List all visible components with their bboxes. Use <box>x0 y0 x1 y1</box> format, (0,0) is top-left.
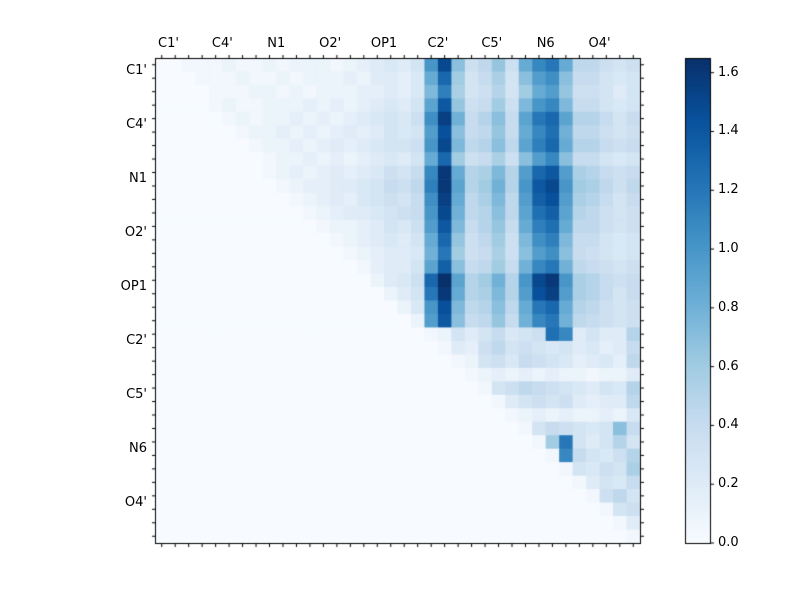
colorbar-tick-label: 0.6 <box>718 358 739 374</box>
x-tick-label: O4' <box>588 36 611 51</box>
x-tick-label: C1' <box>158 36 179 51</box>
y-tick-label: C2' <box>126 332 147 348</box>
x-tick-label: N1 <box>267 36 286 51</box>
y-tick-label: O2' <box>124 225 147 241</box>
colorbar-tick-label: 1.4 <box>718 123 739 139</box>
x-tick-label: OP1 <box>370 36 398 51</box>
colorbar-tick-label: 1.6 <box>718 64 739 80</box>
x-tick-label: C4' <box>211 36 233 51</box>
y-tick-label: C1' <box>126 63 147 79</box>
y-tick-label: N6 <box>129 440 147 456</box>
colorbar-tick-label: 0.4 <box>718 417 739 433</box>
x-tick-label: C2' <box>427 36 449 51</box>
x-tick-label: C5' <box>481 36 503 51</box>
colorbar-tick-label: 0.8 <box>718 299 739 315</box>
colorbar-tick-label: 0.2 <box>718 476 739 492</box>
y-tick-label: C5' <box>126 386 147 402</box>
y-tick-label: N1 <box>129 171 147 187</box>
colorbar-tick-label: 0.0 <box>718 535 739 550</box>
y-tick-label: C4' <box>126 117 147 133</box>
y-tick-label: O4' <box>124 494 147 510</box>
colorbar-tick-label: 1.0 <box>718 241 739 257</box>
x-tick-label: N6 <box>536 36 555 51</box>
y-tick-label: OP1 <box>120 279 147 295</box>
colorbar-tick-label: 1.2 <box>718 182 739 198</box>
x-tick-label: O2' <box>319 36 342 51</box>
